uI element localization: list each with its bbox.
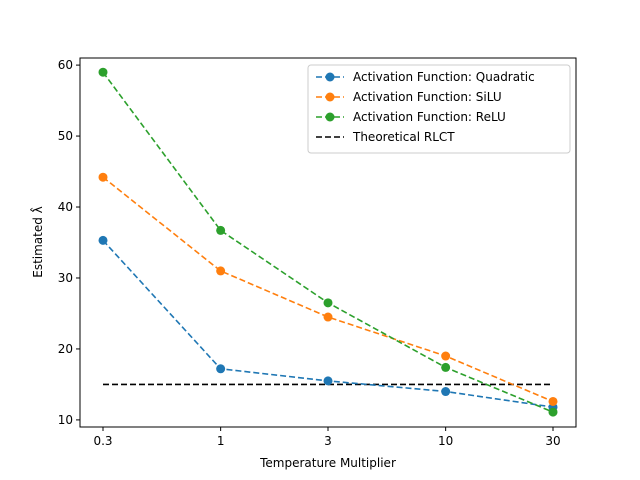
x-tick-label: 1	[217, 434, 225, 448]
y-tick-label: 40	[58, 200, 73, 214]
axes: 0.3 1 3 10 30 10 20 30 40 50 60	[58, 58, 561, 448]
x-axis-label: Temperature Multiplier	[259, 456, 396, 470]
y-tick-label: 60	[58, 58, 73, 72]
data-point	[323, 298, 333, 308]
legend: Activation Function: Quadratic Activation…	[307, 64, 571, 154]
legend-entry-label: Activation Function: SiLU	[353, 90, 502, 104]
data-point	[548, 407, 558, 417]
plot-area	[98, 67, 558, 417]
legend-swatch-marker	[325, 72, 335, 82]
x-tick-label: 30	[545, 434, 560, 448]
data-point	[323, 376, 333, 386]
data-point	[216, 225, 226, 235]
y-axis-label: Estimated λ̂	[29, 206, 45, 278]
legend-entry-label: Activation Function: ReLU	[353, 110, 506, 124]
x-tick-label: 0.3	[93, 434, 112, 448]
data-point	[441, 362, 451, 372]
data-point	[216, 364, 226, 374]
legend-swatch-marker	[325, 112, 335, 122]
x-tick-label: 3	[324, 434, 332, 448]
y-tick-label: 30	[58, 271, 73, 285]
data-point	[216, 266, 226, 276]
x-tick-label: 10	[438, 434, 453, 448]
legend-entry-label: Activation Function: Quadratic	[353, 70, 535, 84]
data-point	[441, 387, 451, 397]
y-tick-label: 10	[58, 413, 73, 427]
data-point	[98, 67, 108, 77]
data-point	[323, 312, 333, 322]
legend-box	[307, 64, 571, 154]
legend-entry-label: Theoretical RLCT	[352, 130, 455, 144]
series-line-1	[102, 176, 554, 403]
data-point	[548, 396, 558, 406]
legend-swatch-marker	[325, 92, 335, 102]
data-point	[441, 351, 451, 361]
y-tick-label: 50	[58, 129, 73, 143]
data-point	[98, 172, 108, 182]
data-point	[98, 235, 108, 245]
y-tick-label: 20	[58, 342, 73, 356]
